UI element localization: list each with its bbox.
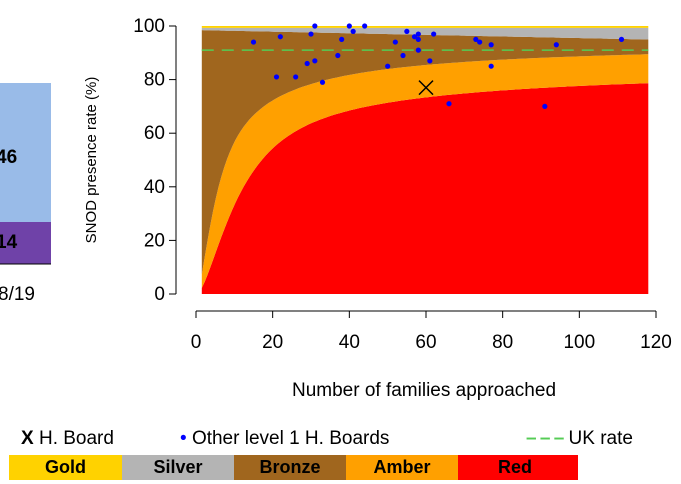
data-point: [400, 52, 406, 59]
left-panel-x-tick: 8/19: [0, 284, 35, 305]
left-panel: 46 14 8/19: [0, 83, 51, 305]
data-point: [488, 42, 494, 48]
x-tick-label: 100: [563, 332, 595, 353]
h-board-marker: [418, 80, 434, 96]
band-red: Red: [458, 455, 578, 480]
left-panel-bottom-segment: [0, 222, 51, 264]
y-axis-label: SNOD presence rate (%): [83, 77, 100, 244]
data-point: [473, 36, 479, 43]
dashed-line-icon: – – –: [526, 428, 564, 449]
left-panel-top-segment: [0, 83, 51, 222]
axes-layer: 0 20 40 60 80 100 0 20 40 60 80 100 120: [133, 16, 672, 353]
data-point: [404, 28, 410, 34]
y-tick-label: 60: [144, 123, 165, 144]
data-point: [308, 31, 314, 37]
data-point: [446, 101, 452, 107]
data-point: [392, 39, 398, 45]
left-panel-bottom-label: 14: [0, 232, 18, 253]
data-point: [411, 34, 418, 40]
x-tick-label: 80: [492, 332, 513, 353]
band-area-silver: [201, 27, 649, 40]
data-point: [477, 39, 483, 45]
data-point: [335, 52, 341, 59]
data-point: [293, 74, 299, 80]
band-area-amber: [201, 54, 649, 288]
data-point: [415, 36, 421, 43]
y-tick-label: 20: [144, 230, 165, 251]
left-panel-top-label: 46: [0, 147, 17, 168]
x-tick-label: 40: [339, 332, 360, 353]
band-key: Gold Silver Bronze Amber Red: [9, 455, 578, 480]
bands-layer: [201, 26, 649, 294]
data-point: [312, 58, 318, 64]
x-tick-label: 0: [191, 332, 202, 353]
data-point: [415, 31, 421, 37]
data-point: [542, 103, 548, 109]
h-board-marker-stroke: [418, 80, 434, 96]
band-bronze: Bronze: [234, 455, 346, 480]
points-layer: [250, 23, 625, 109]
x-tick-label: 20: [262, 332, 283, 353]
data-point: [362, 23, 368, 29]
legend-other-boards: • Other level 1 H. Boards: [180, 427, 389, 451]
legend-other-boards-label: Other level 1 H. Boards: [191, 428, 390, 449]
band-gold: Gold: [9, 455, 122, 480]
data-point: [488, 63, 494, 69]
legend-uk-rate-label: UK rate: [568, 428, 633, 449]
data-point: [312, 23, 318, 29]
x-marker-icon: X: [21, 428, 34, 449]
x-tick-label: 120: [640, 332, 672, 353]
data-point: [618, 36, 625, 43]
legend-uk-rate: – – – UK rate: [526, 427, 633, 451]
data-point: [385, 63, 391, 69]
y-tick-label: 80: [144, 70, 165, 91]
band-area-bronze: [201, 30, 649, 275]
data-point: [427, 58, 433, 64]
data-point: [346, 23, 352, 29]
x-axis-label: Number of families approached: [292, 380, 556, 401]
band-area-red: [201, 83, 649, 294]
legend: X H. Board • Other level 1 H. Boards – –…: [0, 427, 681, 451]
band-area-gold: [201, 26, 649, 28]
band-silver: Silver: [122, 455, 234, 480]
data-point: [431, 31, 437, 37]
data-point: [277, 34, 283, 40]
dot-marker-icon: •: [180, 428, 187, 449]
data-point: [304, 60, 310, 67]
x-tick-label: 60: [415, 332, 436, 353]
data-point: [273, 74, 280, 80]
plot-area: 0 20 40 60 80 100 0 20 40 60 80 100 120: [133, 16, 672, 353]
data-point: [319, 79, 326, 85]
data-point: [339, 36, 345, 43]
data-point: [415, 47, 421, 53]
y-tick-label: 40: [144, 177, 165, 198]
legend-h-board: X H. Board: [21, 427, 114, 451]
legend-h-board-label: H. Board: [38, 428, 114, 449]
data-point: [350, 28, 356, 34]
y-tick-label: 100: [133, 16, 165, 37]
y-tick-label: 0: [154, 284, 165, 305]
data-point: [250, 39, 257, 45]
data-point: [553, 42, 559, 48]
band-amber: Amber: [346, 455, 458, 480]
